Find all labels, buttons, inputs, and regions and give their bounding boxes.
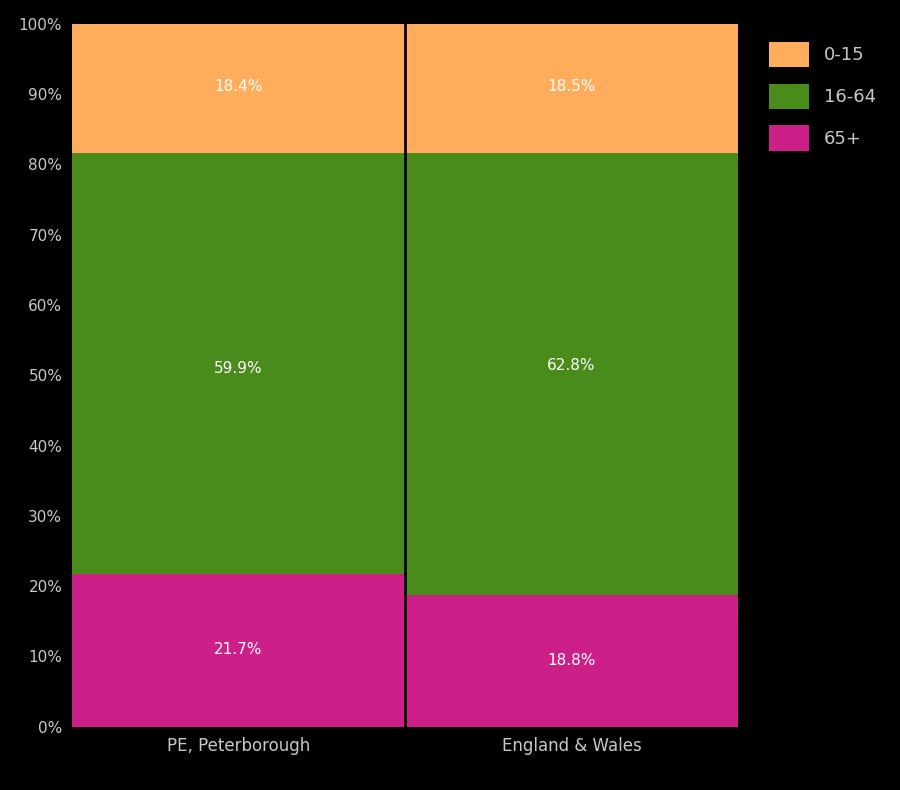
- Text: 18.8%: 18.8%: [547, 653, 596, 668]
- Bar: [72, 574, 405, 727]
- Bar: [405, 153, 738, 595]
- Bar: [72, 153, 405, 574]
- Bar: [405, 23, 738, 153]
- Text: 18.5%: 18.5%: [547, 80, 596, 95]
- Text: 21.7%: 21.7%: [214, 642, 263, 657]
- Text: 18.4%: 18.4%: [214, 80, 263, 95]
- Text: 59.9%: 59.9%: [214, 361, 263, 376]
- Text: 62.8%: 62.8%: [547, 358, 596, 373]
- Legend: 0-15, 16-64, 65+: 0-15, 16-64, 65+: [760, 32, 885, 160]
- Bar: [405, 595, 738, 727]
- Bar: [72, 24, 405, 153]
